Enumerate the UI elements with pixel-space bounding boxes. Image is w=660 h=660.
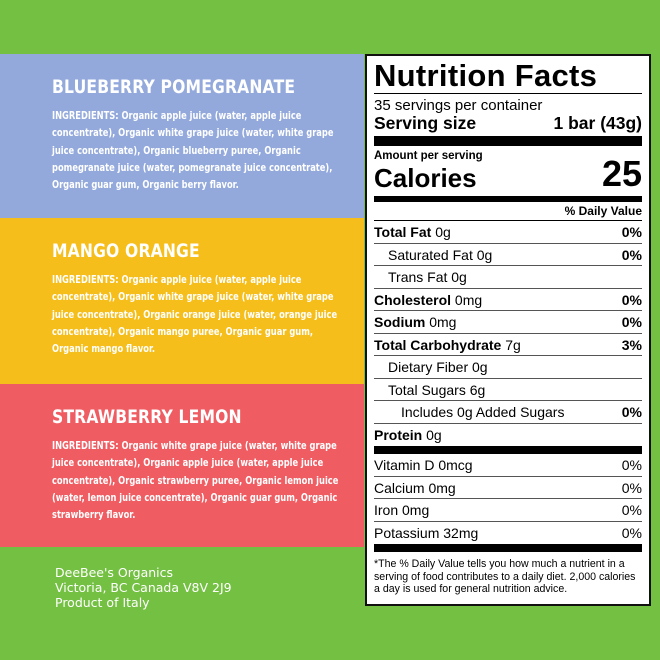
nutrient-label: Includes 0g Added Sugars (374, 401, 564, 423)
nutrient-row: Sodium 0mg 0% (374, 311, 642, 334)
manufacturer-address: DeeBee's Organics Victoria, BC Canada V8… (55, 565, 232, 610)
vitamin-daily-value: 0% (621, 524, 642, 541)
nutrient-amount: 7g (505, 336, 521, 353)
flavor-ingredients: INGREDIENTS: Organic apple juice (water,… (52, 274, 338, 356)
nutrient-amount: 0g (435, 224, 451, 240)
vitamin-label: Potassium 32mg (374, 524, 479, 541)
vitamin-label: Iron 0mg (374, 502, 430, 518)
nutrient-daily-value: 0% (621, 224, 642, 240)
serving-size-value: 1 bar (43g) (553, 113, 643, 133)
nutrient-name: Total Sugars 6g (388, 381, 486, 398)
nutrient-label: Total Carbohydrate 7g (374, 334, 521, 356)
nutrient-amount: 0g (426, 426, 442, 443)
flavor-ingredients: INGREDIENTS: Organic apple juice (water,… (52, 110, 334, 192)
nutrient-daily-value: 0% (621, 404, 642, 420)
vitamin-daily-value: 0% (621, 457, 642, 473)
vitamin-daily-value: 0% (621, 502, 642, 518)
nutrient-name: Total Fat (374, 224, 432, 240)
company-location: Victoria, BC Canada V8V 2J9 (55, 580, 232, 595)
nutrient-row: Includes 0g Added Sugars 0% (374, 401, 642, 424)
vitamin-row: Calcium 0mg 0% (374, 477, 642, 499)
nutrient-daily-value: 0% (621, 246, 642, 263)
divider (374, 196, 642, 202)
nutrition-facts-label: Nutrition Facts 35 servings per containe… (365, 54, 651, 606)
flavor-ingredients: INGREDIENTS: Organic white grape juice (… (52, 440, 339, 522)
servings-per-container: 35 servings per container (374, 97, 543, 114)
vitamin-label: Vitamin D 0mcg (374, 457, 473, 473)
label-title: Nutrition Facts (374, 56, 642, 94)
nutrient-label: Protein 0g (374, 424, 442, 447)
origin: Product of Italy (55, 595, 150, 610)
divider (374, 136, 642, 146)
calories-label: Calories (374, 163, 477, 193)
vitamin-daily-value: 0% (621, 479, 642, 496)
flavor-mango-orange: MANGO ORANGE INGREDIENTS: Organic apple … (0, 218, 364, 384)
nutrient-amount: 0mg (429, 314, 457, 330)
vitamin-label: Calcium 0mg (374, 479, 456, 496)
vitamin-row: Potassium 32mg 0% (374, 522, 642, 545)
daily-value-header: % Daily Value (374, 202, 642, 221)
flavor-name: MANGO ORANGE (52, 240, 200, 262)
nutrient-name: Trans Fat 0g (388, 269, 467, 285)
nutrient-row: Saturated Fat 0g 0% (374, 244, 642, 266)
nutrient-row: Cholesterol 0mg 0% (374, 289, 642, 311)
nutrient-label: Cholesterol 0mg (374, 289, 482, 311)
nutrient-row: Protein 0g (374, 424, 642, 447)
flavor-blueberry-pomegranate: BLUEBERRY POMEGRANATE INGREDIENTS: Organ… (0, 54, 364, 218)
amount-per-serving: Amount per serving (374, 150, 483, 162)
calories: Calories 25 (374, 156, 642, 193)
nutrient-name: Includes 0g Added Sugars (401, 404, 565, 420)
nutrient-name: Saturated Fat 0g (388, 246, 493, 263)
nutrient-name: Protein (374, 426, 423, 443)
nutrient-daily-value: 0% (621, 314, 642, 330)
nutrient-amount: 0mg (454, 291, 483, 308)
company-name: DeeBee's Organics (55, 565, 174, 580)
nutrient-label: Total Fat 0g (374, 221, 451, 243)
serving-size: Serving size 1 bar (43g) (374, 114, 642, 134)
flavor-name: BLUEBERRY POMEGRANATE (52, 76, 296, 98)
calories-value: 25 (601, 153, 642, 194)
nutrient-name: Total Carbohydrate (374, 336, 502, 353)
serving-size-label: Serving size (374, 113, 477, 133)
flavor-name: STRAWBERRY LEMON (52, 406, 242, 428)
nutrient-name: Cholesterol (374, 291, 452, 308)
nutrient-label: Sodium 0mg (374, 311, 456, 333)
nutrient-label: Trans Fat 0g (374, 266, 467, 288)
nutrient-label: Total Sugars 6g (374, 379, 485, 401)
footnote: *The % Daily Value tells you how much a … (374, 558, 636, 595)
nutrient-name: Sodium (374, 314, 426, 330)
divider (374, 446, 642, 454)
nutrient-row: Total Carbohydrate 7g 3% (374, 334, 642, 356)
nutrient-name: Dietary Fiber 0g (388, 359, 488, 375)
nutrient-row: Total Fat 0g 0% (374, 221, 642, 244)
vitamin-row: Iron 0mg 0% (374, 499, 642, 522)
nutrient-label: Dietary Fiber 0g (374, 356, 488, 378)
divider (374, 544, 642, 552)
nutrient-daily-value: 3% (621, 336, 642, 353)
nutrient-daily-value: 0% (621, 291, 642, 308)
flavor-strawberry-lemon: STRAWBERRY LEMON INGREDIENTS: Organic wh… (0, 384, 364, 547)
nutrient-row: Trans Fat 0g (374, 266, 642, 289)
nutrient-row: Total Sugars 6g (374, 379, 642, 401)
nutrient-row: Dietary Fiber 0g (374, 356, 642, 379)
vitamin-row: Vitamin D 0mcg 0% (374, 454, 642, 477)
nutrient-label: Saturated Fat 0g (374, 244, 492, 266)
